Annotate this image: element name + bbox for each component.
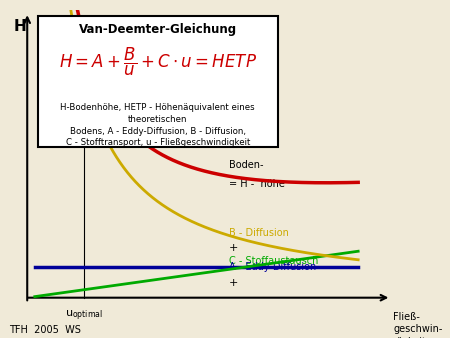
Text: $\mathit{H=A+\dfrac{B}{u}+C\cdot u=HETP}$: $\mathit{H=A+\dfrac{B}{u}+C\cdot u=HETP}…	[58, 46, 257, 78]
Text: u$_{\mathregular{optimal}}$: u$_{\mathregular{optimal}}$	[65, 309, 103, 323]
Text: C - Stoffaustausch: C - Stoffaustausch	[229, 256, 318, 266]
Text: TFH  2005  WS: TFH 2005 WS	[9, 324, 81, 335]
Text: A - Eddy-Diffusion: A - Eddy-Diffusion	[229, 262, 316, 272]
Text: Van-Deemter-Gleichung: Van-Deemter-Gleichung	[79, 23, 237, 37]
Text: Fließ-
geschwin-
digkeit
u: Fließ- geschwin- digkeit u	[393, 312, 442, 338]
Text: +: +	[229, 243, 238, 254]
Text: Boden-: Boden-	[229, 160, 263, 170]
Text: B - Diffusion: B - Diffusion	[229, 228, 288, 238]
Text: H-Bodenhöhe, HETP - Höhenäquivalent eines
theoretischen
Bodens, A - Eddy-Diffusi: H-Bodenhöhe, HETP - Höhenäquivalent eine…	[60, 103, 255, 147]
FancyBboxPatch shape	[38, 16, 278, 147]
Text: +: +	[229, 278, 238, 288]
Text: = H -  höhe: = H - höhe	[229, 179, 284, 189]
Text: H: H	[14, 19, 26, 34]
